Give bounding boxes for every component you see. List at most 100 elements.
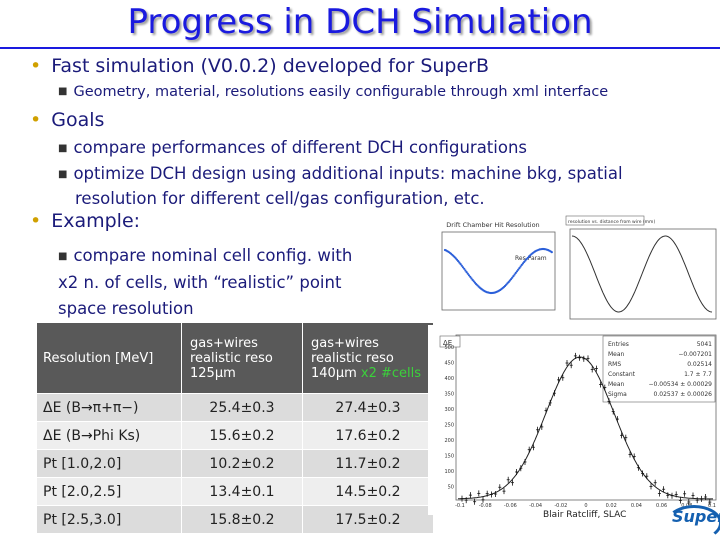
bullet-text: Example: bbox=[51, 210, 141, 232]
gaussian-fit-curve bbox=[457, 356, 713, 500]
resolution-vs-distance-plot: resolution vs. distance from wire (mm) bbox=[556, 214, 720, 324]
plot3-y-ticks: 500 450 400 350 300 250 200 150 100 50 bbox=[444, 345, 454, 491]
table-header-row: Resolution [MeV] gas+wires realistic res… bbox=[36, 322, 434, 394]
row-value: 11.7±0.2 bbox=[302, 449, 434, 478]
plot1-point bbox=[465, 271, 468, 274]
plot1-point bbox=[507, 281, 510, 284]
sub-bullet-text: compare performances of different DCH co… bbox=[73, 138, 528, 157]
y-tick-label: 150 bbox=[444, 454, 454, 460]
sub-bullet-text-cont: resolution for different cell/gas config… bbox=[75, 189, 485, 208]
plot1-points bbox=[443, 247, 553, 295]
stats-value: 5041 bbox=[697, 341, 712, 348]
x-tick-label: -0.1 bbox=[455, 503, 465, 509]
table-row: Pt [2.5,3.0] 15.8±0.2 17.5±0.2 bbox=[36, 505, 434, 534]
stats-value: −0.00534 ± 0.00029 bbox=[649, 381, 713, 388]
header-highlight: x2 #cells bbox=[360, 365, 422, 381]
plot1-point bbox=[457, 260, 460, 263]
stats-box bbox=[602, 335, 716, 403]
stats-value: 1.7 ± 7.7 bbox=[684, 371, 712, 378]
histogram-points bbox=[460, 352, 712, 506]
plot1-point bbox=[461, 266, 465, 269]
title-rule bbox=[0, 47, 720, 49]
plot1-point bbox=[513, 273, 516, 276]
table-row: ΔE (B→Phi Ks) 15.6±0.2 17.6±0.2 bbox=[36, 421, 434, 450]
square-bullet-icon: ■ bbox=[58, 86, 68, 97]
plot1-point bbox=[521, 262, 525, 265]
row-value: 15.8±0.2 bbox=[181, 505, 303, 534]
plot2-frame bbox=[569, 228, 717, 320]
row-value: 15.6±0.2 bbox=[181, 421, 303, 450]
header-125: gas+wires realistic reso 125μm bbox=[181, 322, 303, 394]
header-resolution: Resolution [MeV] bbox=[36, 322, 182, 394]
stats-key: RMS bbox=[608, 361, 621, 368]
plot3-frame bbox=[455, 334, 717, 501]
y-tick-label: 200 bbox=[444, 438, 454, 444]
table-row: Pt [2.0,2.5] 13.4±0.1 14.5±0.2 bbox=[36, 477, 434, 506]
row-value: 17.6±0.2 bbox=[302, 421, 434, 450]
plot1-point bbox=[459, 263, 462, 266]
title-bar: Progress in DCH Simulation bbox=[0, 0, 720, 49]
header-text: gas+wires bbox=[190, 335, 258, 351]
resolution-table: Resolution [MeV] gas+wires realistic res… bbox=[36, 322, 434, 534]
header-text: gas+wires bbox=[311, 335, 379, 351]
sub-bullet-text: compare nominal cell config. with bbox=[73, 246, 353, 265]
y-tick-label: 300 bbox=[444, 407, 454, 413]
page-title: Progress in DCH Simulation bbox=[127, 2, 593, 42]
plot1-point bbox=[511, 276, 514, 279]
plot1-point bbox=[470, 277, 473, 280]
x-tick-label: 0.02 bbox=[606, 503, 617, 509]
plot1-point bbox=[519, 265, 522, 268]
plot3-label-box bbox=[439, 335, 461, 348]
footer-credit: Blair Ratcliff, SLAC bbox=[543, 510, 627, 520]
square-bullet-icon: ■ bbox=[58, 143, 68, 154]
row-label: Pt [1.0,2.0] bbox=[36, 449, 182, 478]
sub-bullet-optimize: ■ optimize DCH design using additional in… bbox=[58, 162, 623, 211]
y-tick-label: 250 bbox=[444, 423, 454, 429]
row-value: 27.4±0.3 bbox=[302, 393, 434, 422]
plot1-legend: Res Param bbox=[515, 255, 547, 262]
x-tick-label: -0.04 bbox=[529, 503, 542, 509]
stats-key: Constant bbox=[608, 371, 636, 378]
stats-key: Entries bbox=[608, 341, 629, 348]
x-tick-label: 0.06 bbox=[656, 503, 667, 509]
stats-value: −0.007201 bbox=[678, 351, 712, 358]
x-tick-label: 0.04 bbox=[631, 503, 642, 509]
bullet-dot-icon: • bbox=[30, 55, 42, 77]
row-label: Pt [2.0,2.5] bbox=[36, 477, 182, 506]
plot2-title-box bbox=[565, 215, 645, 226]
x-tick-label: 0.1 bbox=[708, 503, 716, 509]
y-tick-label: 350 bbox=[444, 392, 454, 398]
stats-key: Mean bbox=[608, 351, 625, 358]
row-label: ΔE (B→π+π−) bbox=[36, 393, 182, 422]
bullet-example: • Example: bbox=[30, 210, 140, 232]
sub-bullet-compare: ■ compare performances of different DCH c… bbox=[58, 136, 527, 161]
x-tick-label: -0.06 bbox=[504, 503, 517, 509]
header-text: Resolution [MeV] bbox=[43, 350, 154, 366]
plot2-curve bbox=[571, 235, 713, 313]
header-text: realistic reso bbox=[311, 350, 394, 366]
plot1-title: Drift Chamber Hit Resolution bbox=[446, 221, 539, 229]
plot1-point bbox=[460, 264, 463, 267]
y-tick-label: 50 bbox=[448, 485, 454, 491]
row-value: 17.5±0.2 bbox=[302, 505, 434, 534]
sub-bullet-text: Geometry, material, resolutions easily c… bbox=[73, 84, 609, 100]
header-text: 125μm bbox=[190, 365, 236, 381]
x-tick-label: -0.02 bbox=[554, 503, 567, 509]
stats-value: 0.02537 ± 0.00026 bbox=[654, 391, 713, 398]
stats-value: 0.02514 bbox=[687, 361, 712, 368]
row-value: 25.4±0.3 bbox=[181, 393, 303, 422]
y-tick-label: 450 bbox=[444, 361, 454, 367]
y-tick-label: 400 bbox=[444, 376, 454, 382]
row-value: 10.2±0.2 bbox=[181, 449, 303, 478]
plot3-label: ΔE bbox=[443, 339, 452, 347]
y-tick-label: 100 bbox=[444, 469, 454, 475]
sub-bullet-text-cont: space resolution bbox=[58, 299, 194, 318]
header-text: realistic reso bbox=[190, 350, 273, 366]
x-tick-label: -0.08 bbox=[479, 503, 492, 509]
plot2-title: resolution vs. distance from wire (mm) bbox=[568, 219, 655, 225]
stats-key: Sigma bbox=[608, 391, 627, 398]
table-row: ΔE (B→π+π−) 25.4±0.3 27.4±0.3 bbox=[36, 393, 434, 422]
row-label: ΔE (B→Phi Ks) bbox=[36, 421, 182, 450]
plot1-point bbox=[509, 278, 513, 281]
hit-resolution-plot: Drift Chamber Hit Resolution Res Param bbox=[427, 216, 560, 316]
